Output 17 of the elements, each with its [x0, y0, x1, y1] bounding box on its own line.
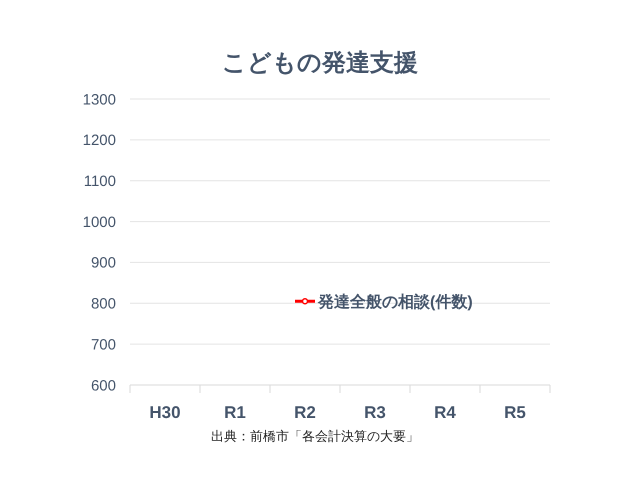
x-tick-label: R2: [294, 402, 316, 422]
chart-title: こどもの発達支援: [222, 49, 418, 76]
y-tick-label: 800: [90, 296, 116, 313]
y-tick-label: 700: [90, 336, 116, 354]
y-tick-label: 1000: [82, 214, 116, 231]
y-tick-label: 1100: [84, 172, 116, 190]
x-tick-label: H30: [149, 402, 181, 422]
y-tick-label: 1300: [82, 91, 116, 108]
y-tick-label: 600: [90, 377, 116, 394]
x-tick-label: R5: [504, 402, 526, 422]
x-tick-label: R3: [364, 402, 386, 422]
y-tick-label: 1200: [82, 132, 116, 150]
x-tick-label: R1: [224, 402, 246, 422]
source-note: 出典：前橋市「各会計決算の大要」: [211, 428, 419, 444]
x-tick-label: R4: [434, 402, 456, 422]
y-tick-label: 900: [90, 254, 116, 272]
legend-label: 発達全般の相談(件数): [317, 292, 473, 311]
